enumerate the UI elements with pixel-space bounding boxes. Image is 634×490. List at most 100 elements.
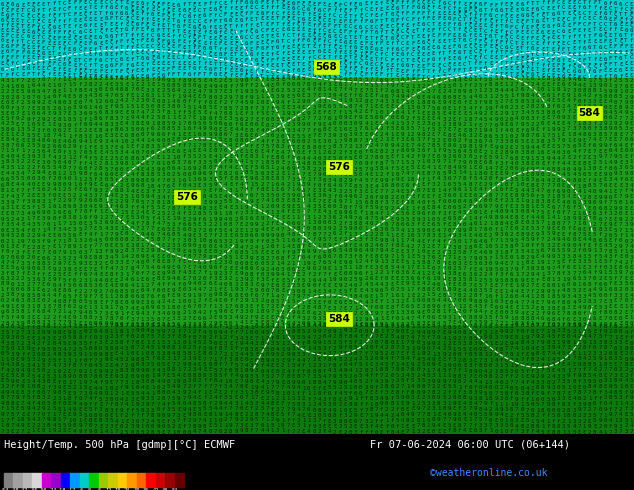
- Text: 7: 7: [156, 402, 160, 407]
- Text: 8: 8: [245, 187, 248, 193]
- Text: f: f: [604, 166, 607, 171]
- Text: f: f: [297, 391, 300, 396]
- Text: 7: 7: [214, 384, 217, 389]
- Text: ξ: ξ: [359, 71, 363, 77]
- Text: 1: 1: [229, 148, 233, 153]
- Text: 9: 9: [276, 380, 280, 385]
- Text: 8: 8: [370, 317, 373, 321]
- Text: 5: 5: [526, 98, 529, 104]
- Text: 6: 6: [240, 122, 243, 127]
- Text: f: f: [99, 267, 103, 271]
- Text: 8: 8: [448, 133, 451, 138]
- Text: ε: ε: [495, 417, 498, 423]
- Text: 8: 8: [318, 391, 321, 396]
- Text: 2: 2: [328, 231, 332, 237]
- Text: 4: 4: [42, 171, 46, 175]
- Text: 0: 0: [47, 160, 51, 165]
- Text: 7: 7: [344, 183, 347, 188]
- Text: 5: 5: [219, 373, 222, 378]
- Text: 0: 0: [448, 205, 451, 210]
- Text: 2: 2: [52, 256, 56, 261]
- Text: 5: 5: [328, 340, 332, 345]
- Text: 9: 9: [536, 334, 540, 340]
- Text: f: f: [203, 298, 207, 303]
- Text: 2: 2: [58, 428, 61, 433]
- Text: 4: 4: [469, 379, 472, 384]
- Text: 4: 4: [260, 330, 264, 335]
- Text: 6: 6: [578, 104, 581, 109]
- Text: 5: 5: [604, 238, 607, 243]
- Text: 7: 7: [396, 160, 399, 165]
- Text: 9: 9: [495, 232, 498, 238]
- Text: F: F: [510, 24, 514, 29]
- Text: f: f: [609, 259, 612, 265]
- Text: ξ: ξ: [474, 2, 477, 8]
- Text: 8: 8: [422, 132, 425, 137]
- Text: 7: 7: [333, 110, 337, 115]
- Text: 5: 5: [203, 95, 207, 99]
- Text: ε: ε: [427, 46, 430, 51]
- Text: 8: 8: [286, 374, 290, 379]
- Text: f: f: [224, 165, 228, 170]
- Text: 7: 7: [323, 272, 326, 277]
- Text: ε: ε: [307, 300, 311, 305]
- Text: f: f: [37, 24, 40, 29]
- Text: 8: 8: [396, 110, 399, 115]
- Text: 4: 4: [323, 209, 326, 215]
- Text: 6: 6: [120, 204, 124, 209]
- Text: 3: 3: [297, 423, 300, 428]
- Text: 5: 5: [120, 82, 124, 87]
- Text: 9: 9: [333, 374, 337, 379]
- Text: ε: ε: [349, 77, 352, 82]
- Text: 8: 8: [453, 395, 456, 400]
- Text: 9: 9: [422, 154, 425, 159]
- Text: 6: 6: [619, 56, 623, 61]
- Text: 1: 1: [427, 176, 430, 181]
- Text: 9: 9: [573, 216, 576, 221]
- Text: 5: 5: [63, 233, 66, 238]
- Text: ε: ε: [240, 255, 243, 260]
- Text: 8: 8: [427, 304, 430, 309]
- Text: 1: 1: [156, 82, 160, 88]
- Text: F: F: [203, 2, 207, 7]
- Text: 7: 7: [396, 356, 399, 361]
- Text: 2: 2: [313, 363, 316, 368]
- Text: ε: ε: [521, 289, 524, 294]
- Text: 9: 9: [453, 288, 456, 293]
- Text: f: f: [422, 28, 425, 33]
- Text: 6: 6: [557, 189, 560, 194]
- Text: 2: 2: [37, 330, 40, 335]
- Text: 6: 6: [515, 278, 519, 283]
- Text: 5: 5: [172, 322, 176, 327]
- Text: 6: 6: [240, 63, 243, 68]
- Text: 3: 3: [141, 155, 144, 161]
- Text: ε: ε: [552, 35, 555, 41]
- Text: 2: 2: [624, 368, 628, 372]
- Text: ε: ε: [177, 424, 181, 429]
- Text: 7: 7: [583, 323, 586, 328]
- Text: 3: 3: [443, 211, 446, 216]
- Text: ε: ε: [370, 265, 373, 270]
- Text: 1: 1: [276, 330, 280, 335]
- Text: ε: ε: [354, 150, 358, 155]
- Text: 6: 6: [188, 222, 191, 227]
- Text: ε: ε: [177, 407, 181, 412]
- Text: f: f: [432, 5, 436, 10]
- Text: F: F: [16, 44, 20, 49]
- Text: 5: 5: [463, 277, 467, 282]
- Text: 8: 8: [354, 183, 358, 189]
- Text: 2: 2: [573, 211, 576, 216]
- Text: ε: ε: [156, 88, 160, 93]
- Text: ε: ε: [177, 66, 181, 71]
- Text: f: f: [541, 322, 545, 327]
- Text: ε: ε: [302, 145, 306, 150]
- Text: 4: 4: [198, 189, 202, 194]
- Text: 4: 4: [130, 189, 134, 194]
- Text: 1: 1: [307, 418, 311, 423]
- Text: 8: 8: [73, 364, 77, 368]
- Text: 0: 0: [130, 351, 134, 356]
- Text: 7: 7: [255, 423, 259, 428]
- Text: 0: 0: [260, 288, 264, 293]
- Text: T: T: [344, 45, 347, 50]
- Text: 0: 0: [130, 289, 134, 294]
